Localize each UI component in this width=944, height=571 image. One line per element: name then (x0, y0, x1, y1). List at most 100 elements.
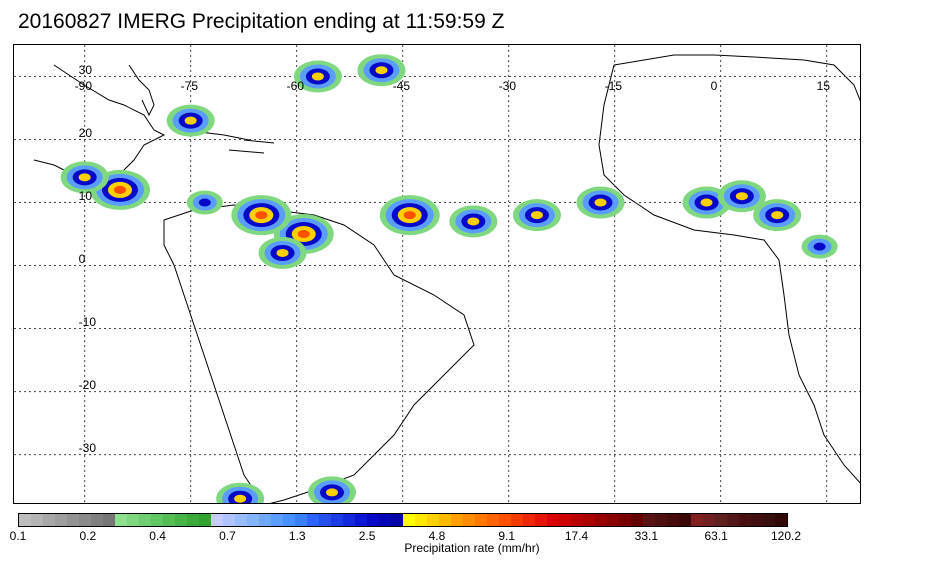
colorbar (18, 513, 788, 527)
rain-cell (166, 104, 215, 137)
longitude-label: 0 (710, 78, 718, 93)
colorbar-tick-label: 2.5 (358, 529, 376, 543)
colorbar-tick-label: 0.4 (149, 529, 166, 543)
colorbar-label: Precipitation rate (mm/hr) (404, 541, 540, 555)
colorbar-swatch (763, 514, 775, 526)
longitude-label: -90 (74, 78, 92, 93)
rain-cell (753, 199, 802, 232)
colorbar-tick-label: 120.2 (770, 529, 802, 543)
colorbar-swatch (775, 514, 787, 526)
rain-cell-ring (78, 173, 91, 182)
rain-cell (258, 236, 307, 269)
colorbar-swatch (403, 514, 415, 526)
longitude-label: -30 (498, 78, 516, 93)
colorbar-swatch (139, 514, 151, 526)
colorbar-swatch (559, 514, 571, 526)
rain-cell-ring (297, 230, 310, 239)
colorbar-tick-label: 63.1 (704, 529, 728, 543)
colorbar-swatch (667, 514, 679, 526)
colorbar-swatch (499, 514, 511, 526)
latitude-label: -20 (78, 377, 96, 392)
colorbar-swatch (715, 514, 727, 526)
colorbar-swatch (415, 514, 427, 526)
rain-cell-ring (184, 116, 197, 125)
colorbar-swatch (487, 514, 499, 526)
colorbar-swatch (379, 514, 391, 526)
colorbar-swatch (259, 514, 271, 526)
colorbar-swatch (619, 514, 631, 526)
rain-cell (216, 482, 265, 503)
longitude-label: -75 (180, 78, 198, 93)
colorbar-tick-label: 0.1 (9, 529, 27, 543)
colorbar-swatch (175, 514, 187, 526)
colorbar-swatch (331, 514, 343, 526)
colorbar-swatch (355, 514, 367, 526)
rain-cell-ring (114, 185, 126, 194)
colorbar-swatch (439, 514, 451, 526)
colorbar-swatch (367, 514, 379, 526)
latitude-label: 10 (78, 188, 93, 203)
colorbar-swatch (607, 514, 619, 526)
south-america-coast (163, 204, 475, 503)
colorbar-swatch (595, 514, 607, 526)
rain-cell-ring (326, 488, 338, 497)
latitude-label: 30 (78, 62, 93, 77)
colorbar-tick-label: 0.2 (79, 529, 97, 543)
latitude-label: 20 (78, 125, 93, 140)
colorbar-swatch (475, 514, 487, 526)
colorbar-swatch (235, 514, 247, 526)
map-canvas (14, 45, 860, 503)
longitude-label: -15 (604, 78, 622, 93)
rain-cell-ring (311, 72, 324, 81)
rain-cell (576, 186, 625, 219)
colorbar-swatch (643, 514, 655, 526)
colorbar-tick-label: 1.3 (288, 529, 306, 543)
precipitation-map: 30 20 10 0 -10 -20 -30 -90 -75 -60 -45 -30 -15 0 15 (13, 44, 861, 504)
colorbar-swatch (127, 514, 139, 526)
colorbar-swatch (547, 514, 559, 526)
colorbar-swatch (751, 514, 763, 526)
colorbar-swatch (319, 514, 331, 526)
colorbar-tick-label: 33.1 (634, 529, 659, 543)
colorbar-swatch (91, 514, 103, 526)
latitude-label: -30 (78, 440, 96, 455)
rain-cell-ring (375, 66, 388, 75)
latitude-label: -10 (78, 314, 96, 329)
colorbar-swatch (679, 514, 691, 526)
rain-cell (186, 190, 223, 215)
rain-cell-ring (198, 198, 211, 207)
longitude-label: -45 (392, 78, 410, 93)
rain-cell-ring (771, 211, 784, 220)
colorbar-swatch (79, 514, 91, 526)
colorbar-swatch (211, 514, 223, 526)
graticule (14, 45, 860, 503)
colorbar-swatch (283, 514, 295, 526)
colorbar-tick-label: 9.1 (498, 529, 516, 543)
colorbar-swatch (631, 514, 643, 526)
rain-cell (801, 234, 838, 259)
colorbar-swatch (427, 514, 439, 526)
colorbar-swatch (727, 514, 739, 526)
page-title: 20160827 IMERG Precipitation ending at 1… (18, 10, 505, 33)
colorbar-swatch (67, 514, 79, 526)
colorbar-swatch (343, 514, 355, 526)
colorbar-tick-label: 17.4 (564, 529, 589, 543)
colorbar-swatch (571, 514, 583, 526)
rain-cell (231, 195, 292, 236)
colorbar-swatch (151, 514, 163, 526)
rain-cell (357, 54, 406, 87)
rain-cell-ring (735, 192, 748, 201)
colorbar-swatch (451, 514, 463, 526)
rain-cell-ring (594, 198, 607, 207)
rain-cell (512, 199, 561, 232)
colorbar-swatch (583, 514, 595, 526)
longitude-label: 15 (816, 78, 831, 93)
colorbar-swatch (271, 514, 283, 526)
colorbar-tick-label: 4.8 (428, 529, 446, 543)
colorbar-swatch (739, 514, 751, 526)
rain-cell-ring (467, 217, 480, 226)
colorbar-swatch (199, 514, 211, 526)
colorbar-tick-label: 0.7 (219, 529, 236, 543)
longitude-label: -60 (286, 78, 304, 93)
rain-cell-ring (255, 211, 268, 220)
